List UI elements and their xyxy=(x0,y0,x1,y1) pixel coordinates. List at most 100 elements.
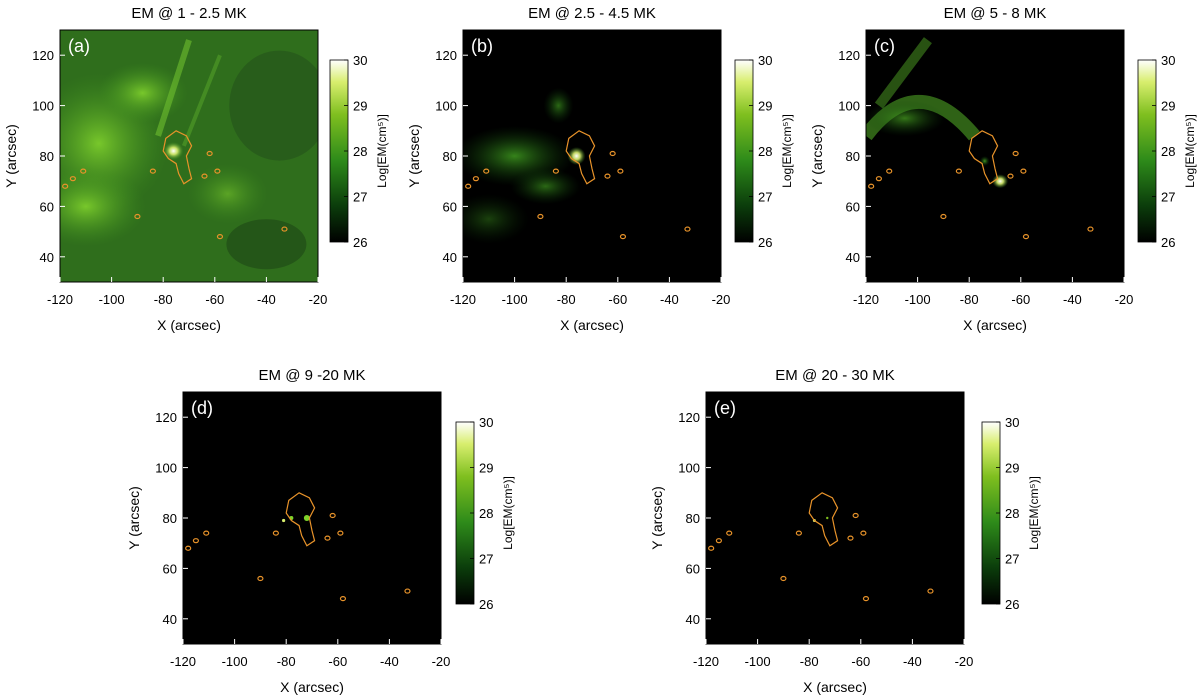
panel-a: EM @ 1 - 2.5 MK (a) -120 -100 -80 -60 -40 -20 X … xyxy=(3,5,389,333)
y-tick-label: 80 xyxy=(686,511,700,526)
colorbar-tick-label: 30 xyxy=(758,53,772,68)
x-tick-label: -60 xyxy=(328,654,347,669)
x-axis-label: X (arcsec) xyxy=(560,317,624,333)
panel-title: EM @ 20 - 30 MK xyxy=(775,367,894,384)
x-tick-label: -20 xyxy=(309,292,328,307)
x-tick-label: -120 xyxy=(450,292,476,307)
em-map-background xyxy=(183,392,441,644)
x-tick-label: -60 xyxy=(608,292,627,307)
x-tick-label: -40 xyxy=(1063,292,1082,307)
colorbar-tick-label: 28 xyxy=(479,506,493,521)
y-tick-label: 60 xyxy=(686,561,700,576)
colorbar-tick-label: 28 xyxy=(353,144,367,159)
contour-overlay xyxy=(465,130,691,240)
colorbar-tick-label: 27 xyxy=(353,190,367,205)
colorbar-tick-label: 27 xyxy=(758,190,772,205)
colorbar-tick-label: 26 xyxy=(479,597,493,612)
x-tick-label: -100 xyxy=(502,292,528,307)
panel-title: EM @ 1 - 2.5 MK xyxy=(131,5,246,22)
x-tick-label: -40 xyxy=(660,292,679,307)
y-axis-label: Y (arcsec) xyxy=(126,486,142,550)
y-tick-label: 40 xyxy=(443,250,457,265)
contour-overlay xyxy=(708,492,934,602)
y-tick-label: 80 xyxy=(163,511,177,526)
x-tick-label: -100 xyxy=(99,292,125,307)
y-tick-label: 100 xyxy=(155,461,177,476)
em-map xyxy=(463,87,691,244)
colorbar-tick-label: 29 xyxy=(1161,99,1175,114)
colorbar-tick-label: 30 xyxy=(353,53,367,68)
y-tick-label: 80 xyxy=(443,149,457,164)
colorbar-tick-label: 30 xyxy=(479,415,493,430)
x-tick-label: -100 xyxy=(905,292,931,307)
colorbar-tick-label: 27 xyxy=(479,552,493,567)
colorbar-tick-label: 29 xyxy=(353,99,367,114)
y-tick-label: 60 xyxy=(846,199,860,214)
panel-title: EM @ 2.5 - 4.5 MK xyxy=(528,5,656,22)
colorbar-tick-label: 28 xyxy=(758,144,772,159)
colorbar-tick-label: 29 xyxy=(1005,461,1019,476)
contour-overlay xyxy=(868,130,1094,240)
em-map xyxy=(185,492,411,602)
x-axis-label: X (arcsec) xyxy=(280,679,344,695)
panel-label: (d) xyxy=(191,398,213,418)
y-tick-label: 60 xyxy=(443,199,457,214)
panel-title: EM @ 5 - 8 MK xyxy=(944,5,1047,22)
panel-label: (a) xyxy=(68,36,90,56)
colorbar-tick-label: 29 xyxy=(479,461,493,476)
y-tick-label: 60 xyxy=(40,199,54,214)
x-tick-label: -80 xyxy=(800,654,819,669)
colorbar-tick-label: 30 xyxy=(1161,53,1175,68)
y-tick-label: 40 xyxy=(40,250,54,265)
x-tick-label: -20 xyxy=(1115,292,1134,307)
colorbar-tick-label: 26 xyxy=(758,235,772,250)
colorbar-label: Log[EM(cm⁵)] xyxy=(780,114,794,188)
y-tick-label: 80 xyxy=(40,149,54,164)
y-axis-label: Y (arcsec) xyxy=(649,486,665,550)
x-tick-label: -20 xyxy=(432,654,451,669)
y-tick-label: 40 xyxy=(846,250,860,265)
x-tick-label: -20 xyxy=(955,654,974,669)
y-tick-label: 40 xyxy=(686,612,700,627)
y-tick-label: 100 xyxy=(32,99,54,114)
panel-label: (c) xyxy=(874,36,895,56)
y-tick-label: 120 xyxy=(678,410,700,425)
colorbar: 26 27 28 29 30 Log[EM(cm⁵)] xyxy=(981,415,1041,612)
x-tick-label: -100 xyxy=(222,654,248,669)
em-map xyxy=(866,37,1094,240)
x-tick-label: -80 xyxy=(154,292,173,307)
panel-b: EM @ 2.5 - 4.5 MK (b) -120 -100 -80 -60 -40 -20… xyxy=(406,5,794,333)
y-tick-label: 120 xyxy=(838,48,860,63)
colorbar-tick-label: 28 xyxy=(1161,144,1175,159)
x-tick-label: -40 xyxy=(257,292,276,307)
panel-label: (e) xyxy=(714,398,736,418)
y-tick-label: 120 xyxy=(435,48,457,63)
colorbar-label: Log[EM(cm⁵)] xyxy=(1027,476,1041,550)
panel-label: (b) xyxy=(471,36,493,56)
x-tick-label: -120 xyxy=(47,292,73,307)
x-axis-label: X (arcsec) xyxy=(157,317,221,333)
colorbar-label: Log[EM(cm⁵)] xyxy=(1183,114,1197,188)
colorbar-tick-label: 29 xyxy=(758,99,772,114)
panels-layer: EM @ 1 - 2.5 MK (a) -120 -100 -80 -60 -40 -20 X … xyxy=(3,5,1197,695)
y-tick-label: 120 xyxy=(32,48,54,63)
x-axis-label: X (arcsec) xyxy=(963,317,1027,333)
x-tick-label: -40 xyxy=(903,654,922,669)
y-tick-label: 100 xyxy=(678,461,700,476)
y-tick-label: 100 xyxy=(838,99,860,114)
x-tick-label: -120 xyxy=(853,292,879,307)
x-tick-label: -60 xyxy=(1011,292,1030,307)
em-map xyxy=(60,30,318,282)
y-axis-label: Y (arcsec) xyxy=(809,124,825,188)
panel-c: EM @ 5 - 8 MK (c) -120 -100 -80 -60 -40 -20 X (a… xyxy=(809,5,1197,333)
y-tick-label: 60 xyxy=(163,561,177,576)
x-axis-label: X (arcsec) xyxy=(803,679,867,695)
colorbar-tick-label: 26 xyxy=(353,235,367,250)
x-tick-label: -60 xyxy=(205,292,224,307)
colorbar-tick-label: 27 xyxy=(1161,190,1175,205)
x-tick-label: -80 xyxy=(557,292,576,307)
x-tick-label: -120 xyxy=(170,654,196,669)
panel-d: EM @ 9 -20 MK (d) -120 -100 -80 -60 -40 -20 X (a… xyxy=(126,367,515,695)
panel-title: EM @ 9 -20 MK xyxy=(259,367,366,384)
